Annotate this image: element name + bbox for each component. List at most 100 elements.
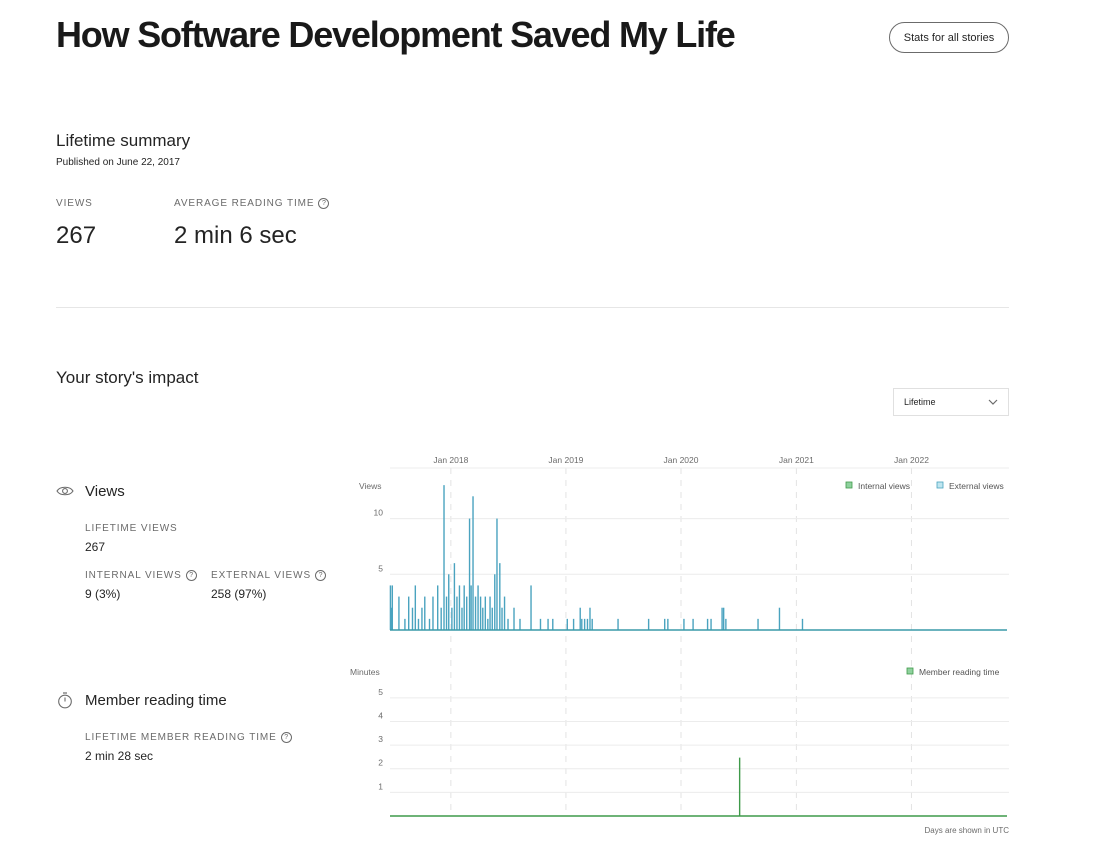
external-views-label: EXTERNAL VIEWS ? — [211, 570, 327, 581]
external-views-bar — [519, 618, 521, 630]
external-views-bar — [470, 585, 472, 630]
external-views-bar — [683, 618, 685, 630]
external-views-bar — [428, 618, 431, 630]
external-views-bar — [722, 607, 725, 630]
external-views-bar — [474, 596, 477, 630]
lifetime-member-reading-time-text: LIFETIME MEMBER READING TIME — [85, 732, 277, 743]
views-section-title: Views — [85, 483, 125, 500]
external-views-bar — [579, 607, 581, 630]
external-views-bar — [710, 618, 712, 630]
reading-y-tick-label: 2 — [378, 758, 383, 768]
average-reading-time-value: 2 min 6 sec — [174, 222, 297, 249]
external-views-bar — [398, 596, 400, 630]
internal-views-label: INTERNAL VIEWS ? — [85, 570, 197, 581]
help-icon[interactable]: ? — [280, 732, 292, 743]
external-views-bar — [466, 596, 468, 630]
external-views-legend-label: External views — [949, 481, 1004, 491]
external-views-bar — [664, 618, 666, 630]
external-views-bar — [778, 607, 781, 630]
member-reading-time-title: Member reading time — [85, 692, 227, 709]
minutes-axis-label: Minutes — [350, 667, 380, 677]
external-views-bar — [456, 596, 458, 630]
views-value: 267 — [56, 222, 97, 249]
external-views-bar — [706, 618, 709, 630]
external-views-bar — [391, 585, 394, 630]
external-views-bar — [757, 618, 759, 630]
external-views-bar — [503, 596, 506, 630]
reading-y-tick-label: 5 — [378, 687, 383, 697]
internal-views-legend-swatch — [845, 481, 853, 489]
x-tick-label: Jan 2020 — [664, 455, 699, 465]
external-views-bar — [463, 585, 465, 630]
stats-for-all-stories-button[interactable]: Stats for all stories — [889, 22, 1009, 53]
external-views-bar — [489, 596, 491, 630]
time-range-value: Lifetime — [904, 397, 936, 407]
impact-charts: Jan 2018 Jan 2019 Jan 2020 Jan 2021 Jan 2022… — [350, 455, 1010, 835]
external-views-bar — [725, 618, 727, 630]
time-range-select[interactable]: Lifetime — [893, 388, 1009, 416]
lifetime-views-label: LIFETIME VIEWS — [85, 523, 178, 534]
lifetime-summary-heading: Lifetime summary — [56, 131, 191, 150]
external-views-bar — [443, 485, 445, 630]
impact-heading: Your story's impact — [56, 368, 199, 387]
help-icon[interactable]: ? — [318, 198, 330, 209]
external-views-bar — [801, 618, 804, 630]
external-views-bar — [491, 607, 493, 630]
external-views-bar — [479, 596, 482, 630]
lifetime-member-reading-time-label: LIFETIME MEMBER READING TIME ? — [85, 732, 292, 743]
external-views-bar — [437, 585, 439, 630]
external-views-bar — [692, 618, 694, 630]
member-reading-time-legend-label: Member reading time — [919, 667, 1000, 677]
average-reading-time-text: AVERAGE READING TIME — [174, 198, 315, 209]
external-views-bar — [461, 607, 463, 630]
help-icon[interactable]: ? — [185, 570, 197, 581]
external-views-bar — [408, 596, 410, 630]
external-views-bar — [496, 518, 498, 630]
section-divider — [56, 307, 1009, 308]
external-views-bar — [411, 607, 414, 630]
external-views-bar — [482, 607, 484, 630]
external-views-bar — [477, 585, 479, 630]
external-views-bar — [448, 574, 450, 630]
external-views-bar — [445, 596, 448, 630]
chevron-down-icon — [988, 399, 998, 405]
story-title: How Software Development Saved My Life — [56, 14, 736, 55]
external-views-bar — [451, 607, 453, 630]
external-views-bar — [513, 607, 515, 630]
external-views-bar — [530, 585, 532, 630]
internal-views-value: 9 (3%) — [85, 587, 121, 601]
external-views-bar — [667, 618, 669, 630]
external-views-bar — [721, 607, 723, 630]
external-views-text: EXTERNAL VIEWS — [211, 570, 312, 581]
external-views-bar — [432, 596, 434, 630]
external-views-bar — [472, 496, 474, 630]
help-icon[interactable]: ? — [315, 570, 327, 581]
reading-y-tick-label: 3 — [378, 734, 383, 744]
external-views-bar — [421, 607, 423, 630]
lifetime-member-reading-time-value: 2 min 28 sec — [85, 749, 154, 763]
stopwatch-icon — [58, 692, 72, 709]
external-views-bar — [414, 585, 417, 630]
x-tick-label: Jan 2019 — [548, 455, 583, 465]
external-views-bar — [572, 618, 575, 630]
external-views-bar — [617, 618, 619, 630]
external-views-bar — [424, 596, 426, 630]
views-label: VIEWS — [56, 198, 93, 209]
external-views-bar — [484, 596, 487, 630]
external-views-bar — [591, 618, 593, 630]
external-views-bar — [586, 618, 589, 630]
external-views-bar — [404, 618, 406, 630]
internal-views-legend-label: Internal views — [858, 481, 910, 491]
views-y-tick-label: 5 — [378, 563, 383, 573]
lifetime-views-value: 267 — [85, 540, 106, 554]
utc-footnote: Days are shown in UTC — [925, 826, 1010, 835]
views-y-tick-label: 10 — [374, 508, 384, 518]
external-views-bar — [487, 618, 489, 630]
external-views-legend-swatch — [936, 481, 944, 489]
x-tick-label: Jan 2018 — [433, 455, 468, 465]
reading-y-tick-label: 4 — [378, 710, 383, 720]
external-views-bar — [507, 618, 509, 630]
external-views-bar — [566, 618, 568, 630]
x-tick-label: Jan 2021 — [779, 455, 814, 465]
average-reading-time-label: AVERAGE READING TIME ? — [174, 198, 330, 209]
